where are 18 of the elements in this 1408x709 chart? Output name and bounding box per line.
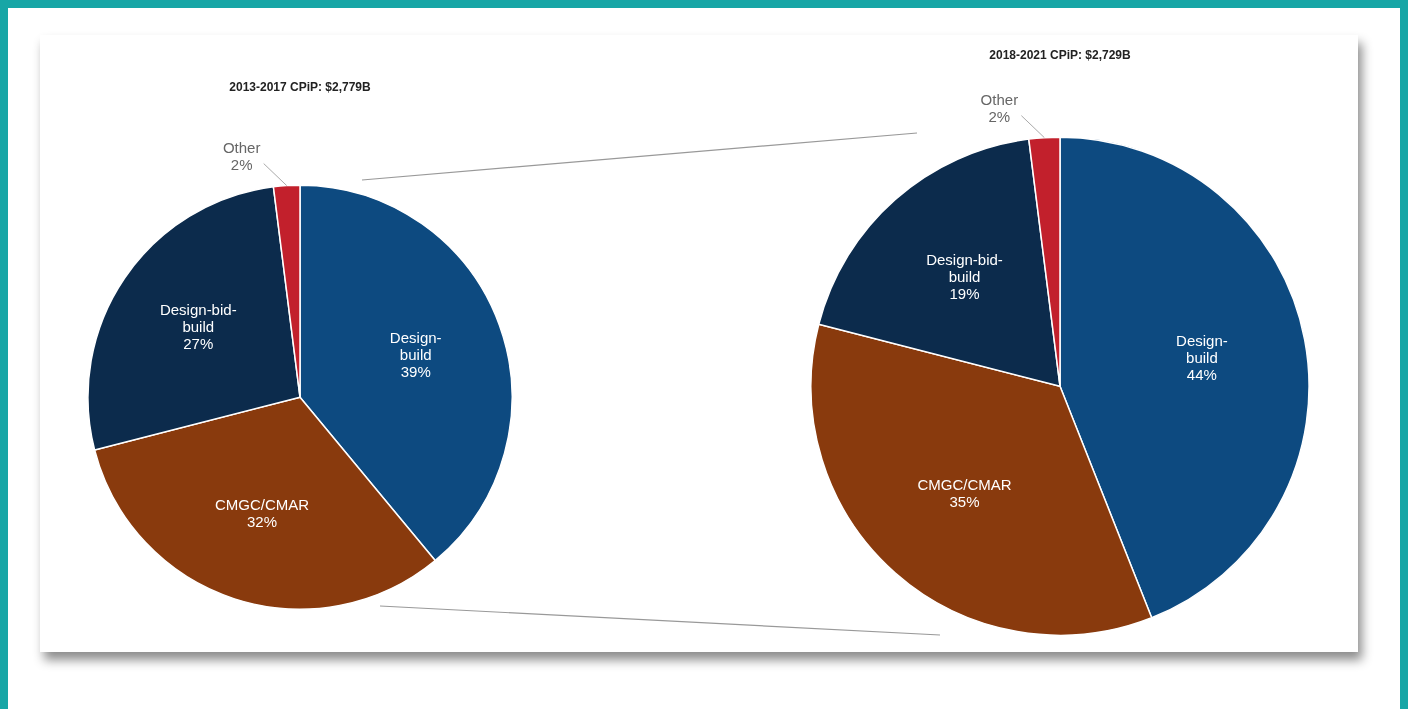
data-label: 2% [988, 108, 1011, 126]
data-label: 2% [230, 156, 253, 174]
slice-label: Design-build [389, 328, 442, 363]
data-label: 44% [1186, 366, 1217, 384]
chart-title: 2013-2017 CPiP: $2,779B [229, 79, 372, 94]
data-label: 19% [949, 284, 980, 302]
slice-label: Other [222, 139, 261, 157]
data-label: 32% [246, 512, 278, 530]
slice-label: Design-build [1176, 332, 1228, 367]
data-label: 27% [183, 335, 214, 353]
slice-label: CMGC/CMAR [917, 476, 1012, 494]
slice-label: Design-bid-build [159, 301, 237, 336]
data-label: 35% [949, 493, 980, 511]
slice-label: CMGC/CMAR [214, 495, 310, 513]
slice-label: Other [980, 91, 1019, 109]
data-label: 39% [400, 362, 431, 380]
slice-label: Design-bid-build [926, 250, 1003, 285]
chart-title: 2018-2021 CPiP: $2,729B [989, 47, 1132, 62]
